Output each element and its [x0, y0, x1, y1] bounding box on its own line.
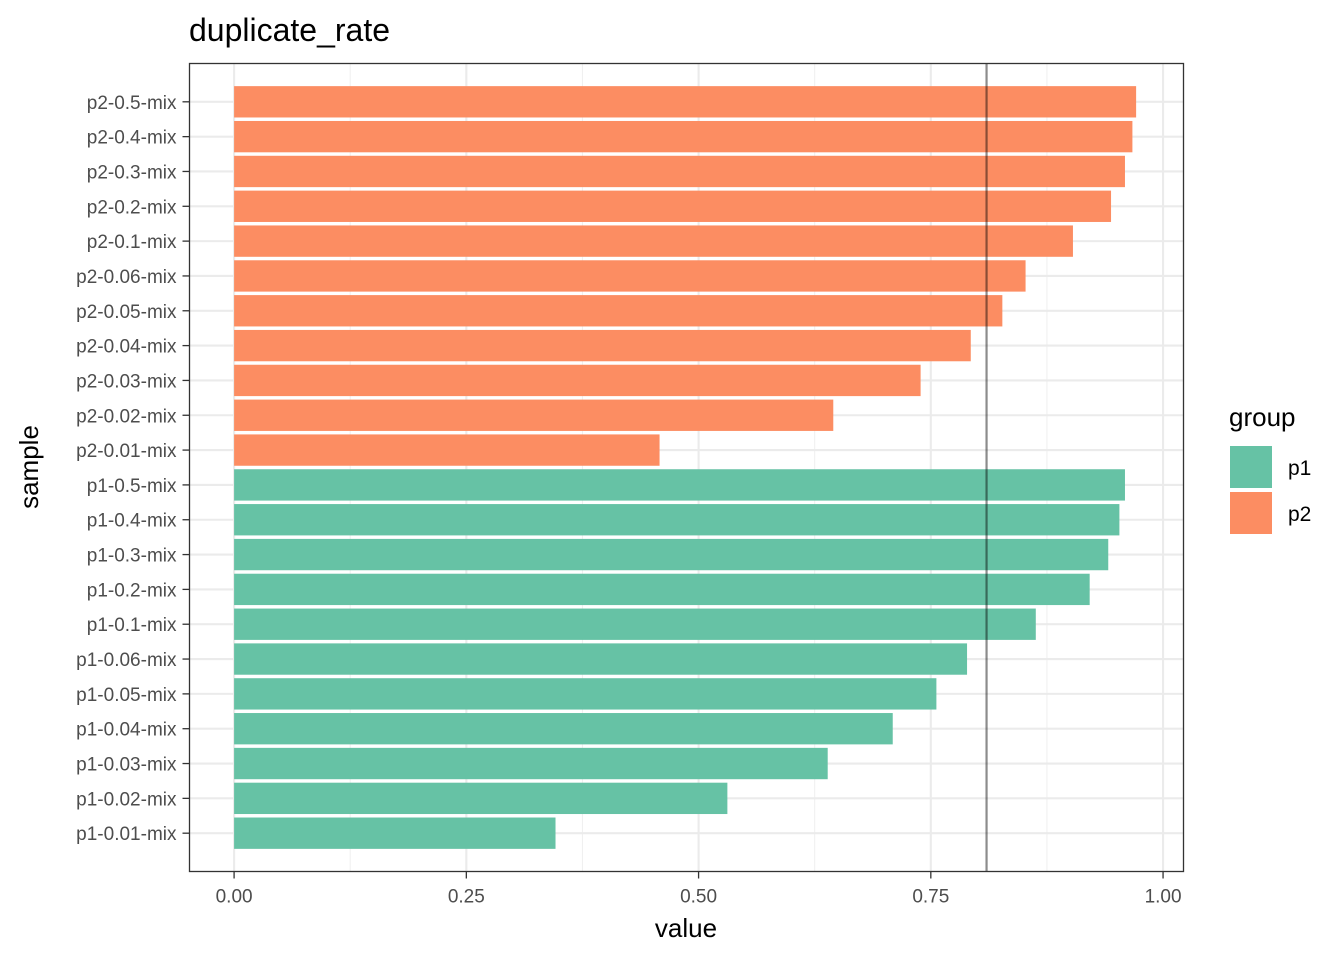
x-tick-label: 0.50: [680, 887, 717, 908]
y-tick-label: p2-0.03-mix: [76, 371, 177, 392]
bar-p2-0.03-mix: [234, 364, 921, 397]
x-axis-title: value: [655, 913, 717, 943]
y-tick-label: p2-0.2-mix: [87, 197, 177, 218]
y-axis: p1-0.01-mix p1-0.02-mix p1-0.03-mix p1-0.04…: [76, 93, 190, 845]
y-tick-label: p1-0.2-mix: [87, 580, 177, 601]
legend-title: group: [1229, 402, 1296, 432]
y-tick-label: p2-0.06-mix: [76, 267, 177, 288]
bar-p2-0.2-mix: [234, 190, 1112, 222]
y-tick-label: p1-0.4-mix: [87, 511, 177, 532]
y-tick-label: p1-0.06-mix: [76, 650, 177, 671]
bar-p2-0.02-mix: [234, 399, 834, 431]
y-tick-label: p2-0.4-mix: [87, 128, 177, 149]
bar-p2-0.3-mix: [234, 155, 1125, 188]
chart-title: duplicate_rate: [189, 12, 390, 48]
y-tick-label: p1-0.5-mix: [87, 476, 177, 497]
bars-layer: [234, 86, 1137, 849]
bar-p2-0.5-mix: [234, 86, 1137, 118]
y-tick-label: p2-0.3-mix: [87, 162, 177, 183]
y-tick-label: p1-0.02-mix: [76, 789, 177, 810]
x-tick-label: 1.00: [1145, 887, 1182, 908]
bar-p2-0.01-mix: [234, 434, 660, 466]
legend-label-p2: p2: [1288, 503, 1311, 526]
y-tick-label: p1-0.04-mix: [76, 720, 177, 741]
bar-p1-0.03-mix: [234, 747, 828, 780]
bar-p1-0.1-mix: [234, 608, 1036, 640]
bar-p2-0.04-mix: [234, 329, 971, 362]
y-tick-label: p1-0.03-mix: [76, 755, 177, 776]
x-tick-label: 0.00: [216, 887, 253, 908]
legend-swatch-p2: [1230, 492, 1272, 534]
bar-p1-0.06-mix: [234, 643, 968, 675]
y-tick-label: p2-0.05-mix: [76, 302, 177, 323]
bar-p1-0.01-mix: [234, 817, 556, 849]
bar-p1-0.4-mix: [234, 504, 1120, 536]
x-tick-label: 0.25: [448, 887, 485, 908]
y-tick-label: p1-0.01-mix: [76, 824, 177, 845]
y-axis-title: sample: [14, 425, 44, 509]
bar-p1-0.04-mix: [234, 713, 893, 745]
y-tick-label: p2-0.5-mix: [87, 93, 177, 114]
y-tick-label: p2-0.1-mix: [87, 232, 177, 253]
bar-p2-0.06-mix: [234, 260, 1026, 292]
legend: p1 p2: [1230, 446, 1311, 534]
bar-p1-0.2-mix: [234, 573, 1090, 606]
plot-border: [188, 62, 1185, 873]
y-tick-label: p2-0.04-mix: [76, 337, 177, 358]
bar-p1-0.5-mix: [234, 469, 1125, 501]
bar-p2-0.4-mix: [234, 120, 1133, 153]
x-axis: 0.00 0.25 0.50 0.75 1.00: [216, 871, 1182, 908]
x-tick-label: 0.75: [912, 887, 949, 908]
legend-swatch-p1: [1230, 446, 1272, 488]
y-tick-label: p1-0.1-mix: [87, 615, 177, 636]
bar-p1-0.02-mix: [234, 782, 728, 815]
y-tick-label: p1-0.3-mix: [87, 546, 177, 567]
bar-p2-0.1-mix: [234, 225, 1073, 257]
bar-p1-0.3-mix: [234, 538, 1109, 571]
y-tick-label: p1-0.05-mix: [76, 685, 177, 706]
legend-label-p1: p1: [1288, 457, 1311, 480]
bar-p2-0.05-mix: [234, 295, 1003, 327]
y-tick-label: p2-0.02-mix: [76, 406, 177, 427]
bar-p1-0.05-mix: [234, 678, 937, 710]
y-tick-label: p2-0.01-mix: [76, 441, 177, 462]
